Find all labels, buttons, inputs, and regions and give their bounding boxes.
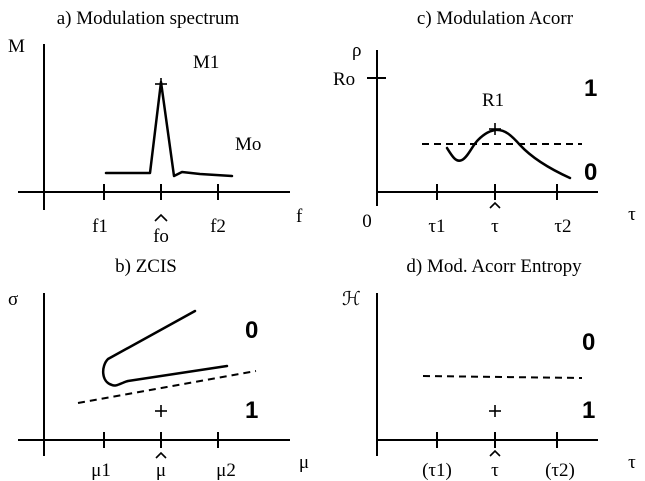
panel-a-y-label: M [8, 36, 25, 57]
panel-b-tick-label-1: μ1 [91, 460, 111, 481]
panel-b-boundary-curve [102, 309, 229, 387]
panel-c-ro-label: Ro [333, 69, 355, 90]
panel-c-region-upper: 1 [584, 75, 597, 102]
panel-c-tick-label-2: τ [491, 216, 499, 237]
panel-c-y-label: ρ [352, 40, 361, 61]
panel-b-y-label: σ [8, 289, 18, 310]
panel-d-tick-label-1: (τ1) [422, 460, 452, 481]
panel-c-peak-label: R1 [482, 90, 504, 111]
panel-b-x-label: μ [299, 452, 309, 473]
panel-c-x-label: τ [628, 204, 636, 225]
panel-b-threshold-line [77, 370, 257, 404]
panel-d-x-label: τ [628, 452, 636, 473]
panel-b-region-lower: 1 [245, 397, 258, 424]
panel-b-region-upper: 0 [245, 317, 258, 344]
panel-d-region-lower: 1 [582, 397, 595, 424]
panel-b-tick-label-2: μ [156, 460, 166, 481]
panel-d: d) Mod. Acorr Entropy ℋ 0 1 (τ1) τ (τ2) … [342, 256, 636, 481]
panel-a-floor-label: Mo [235, 134, 261, 155]
panel-c-origin-label: 0 [362, 211, 372, 232]
panel-c-tick-label-1: τ1 [428, 216, 445, 237]
panel-a-title: a) Modulation spectrum [57, 8, 240, 29]
panel-a-tick-label-2: fo [153, 226, 169, 247]
panel-d-tick-label-2: τ [491, 460, 499, 481]
panel-b-tick-label-3: μ2 [216, 460, 236, 481]
panel-a-peak-label: M1 [193, 52, 219, 73]
panel-a-tick-label-1: f1 [92, 216, 108, 237]
panel-b-hat-mark [155, 451, 167, 459]
panel-d-tick-label-3: (τ2) [545, 460, 575, 481]
panel-a: a) Modulation spectrum M M1 Mo f f1 fo f… [8, 8, 303, 247]
panel-d-y-label: ℋ [342, 289, 361, 310]
panel-d-hat-mark [489, 449, 501, 457]
panel-d-title: d) Mod. Acorr Entropy [406, 256, 582, 277]
panel-c: c) Modulation Acorr ρ Ro R1 1 0 0 τ1 τ τ… [333, 8, 636, 237]
panel-a-hat-mark [154, 213, 168, 222]
panel-a-x-label: f [296, 206, 303, 227]
panel-d-threshold-line [422, 375, 583, 379]
panel-c-region-lower: 0 [584, 159, 597, 186]
panel-b-title: b) ZCIS [115, 256, 177, 277]
panel-c-acorr-curve [445, 128, 572, 180]
panel-c-hat-mark [489, 201, 501, 209]
panel-b: b) ZCIS σ 0 1 μ1 μ μ2 μ [8, 256, 309, 481]
panel-c-title: c) Modulation Acorr [417, 8, 574, 29]
panel-d-region-upper: 0 [582, 329, 595, 356]
panel-c-tick-label-3: τ2 [554, 216, 571, 237]
panel-a-tick-label-3: f2 [210, 216, 226, 237]
panel-a-spectrum-curve [104, 80, 234, 178]
